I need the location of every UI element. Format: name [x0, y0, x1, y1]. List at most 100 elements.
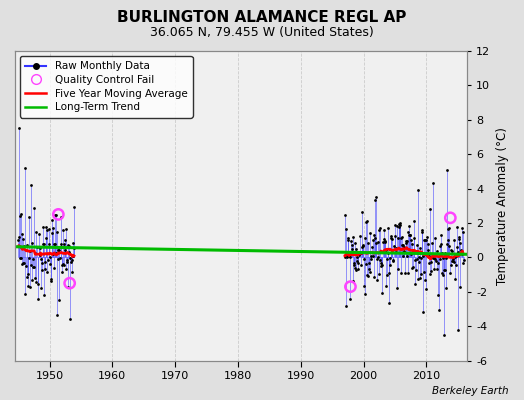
Point: [385, 270, 394, 276]
Point: [351, 240, 359, 246]
Point: [416, 244, 424, 251]
Point: [362, 261, 370, 267]
Point: [433, 248, 441, 254]
Point: [443, 166, 451, 173]
Point: [413, 276, 422, 282]
Point: [401, 270, 409, 276]
Point: [379, 236, 388, 242]
Point: [442, 255, 451, 261]
Point: [66, 255, 74, 261]
Point: [455, 233, 463, 240]
Point: [356, 262, 365, 268]
Point: [32, 278, 41, 285]
Point: [445, 242, 453, 249]
Point: [455, 236, 464, 243]
Point: [350, 260, 358, 267]
Point: [18, 260, 27, 267]
Point: [365, 266, 373, 272]
Point: [411, 280, 420, 287]
Point: [27, 262, 35, 268]
Point: [366, 269, 375, 276]
Point: [47, 276, 55, 282]
Point: [28, 240, 37, 246]
Point: [402, 240, 410, 247]
Point: [42, 234, 50, 241]
Point: [447, 258, 456, 265]
Point: [449, 256, 457, 262]
Point: [432, 258, 441, 264]
Point: [374, 239, 382, 246]
Point: [31, 249, 39, 256]
Point: [418, 229, 426, 235]
Point: [457, 247, 465, 253]
Point: [341, 254, 349, 260]
Point: [454, 249, 463, 255]
Point: [407, 237, 415, 244]
Point: [406, 232, 414, 238]
Point: [438, 270, 446, 276]
Point: [375, 226, 383, 233]
Point: [374, 253, 383, 260]
Point: [17, 255, 25, 261]
Text: BURLINGTON ALAMANCE REGL AP: BURLINGTON ALAMANCE REGL AP: [117, 10, 407, 25]
Point: [411, 257, 419, 263]
Point: [55, 247, 63, 253]
Point: [439, 272, 447, 278]
Text: Berkeley Earth: Berkeley Earth: [432, 386, 508, 396]
Point: [61, 237, 69, 243]
Point: [40, 292, 48, 298]
Point: [371, 235, 379, 242]
Point: [397, 270, 406, 276]
Point: [412, 267, 420, 273]
Point: [345, 296, 354, 302]
Point: [412, 242, 421, 248]
Point: [422, 237, 431, 244]
Point: [367, 256, 375, 262]
Point: [350, 262, 358, 268]
Point: [347, 242, 356, 248]
Point: [407, 251, 416, 257]
Point: [381, 282, 390, 289]
Point: [415, 258, 423, 265]
Point: [30, 264, 38, 270]
Point: [375, 270, 384, 277]
Point: [434, 292, 442, 298]
Point: [373, 277, 381, 284]
Point: [342, 302, 350, 309]
Y-axis label: Temperature Anomaly (°C): Temperature Anomaly (°C): [496, 127, 509, 285]
Point: [421, 237, 430, 243]
Point: [410, 235, 419, 241]
Point: [448, 248, 456, 254]
Point: [44, 256, 52, 263]
Point: [347, 250, 355, 257]
Point: [368, 237, 377, 243]
Point: [356, 233, 364, 240]
Point: [451, 276, 460, 282]
Point: [359, 242, 367, 249]
Point: [389, 256, 397, 263]
Point: [458, 229, 467, 235]
Point: [405, 223, 413, 229]
Point: [386, 262, 394, 268]
Point: [433, 266, 442, 272]
Point: [344, 236, 352, 243]
Point: [378, 290, 387, 297]
Point: [424, 247, 432, 253]
Point: [32, 229, 40, 236]
Point: [64, 242, 73, 248]
Point: [427, 259, 435, 266]
Point: [62, 266, 71, 272]
Point: [450, 259, 458, 265]
Point: [404, 270, 412, 276]
Point: [33, 244, 41, 250]
Point: [370, 232, 378, 238]
Text: 36.065 N, 79.455 W (United States): 36.065 N, 79.455 W (United States): [150, 26, 374, 39]
Point: [28, 277, 36, 283]
Point: [70, 204, 78, 210]
Point: [41, 258, 49, 265]
Point: [67, 316, 75, 322]
Point: [417, 255, 425, 261]
Point: [419, 309, 428, 316]
Point: [58, 262, 66, 268]
Point: [391, 221, 399, 228]
